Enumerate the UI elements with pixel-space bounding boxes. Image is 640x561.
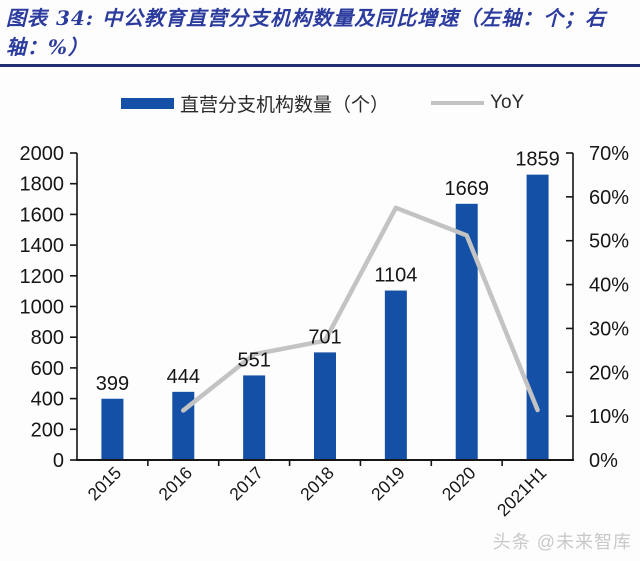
right-axis-label: 10% <box>589 406 629 428</box>
figure-title: 图表 34: 中公教育直营分支机构数量及同比增速（左轴：个；右 轴：%） <box>6 4 636 62</box>
left-axis-label: 600 <box>31 358 64 380</box>
bar-value-label: 1669 <box>444 178 489 200</box>
right-axis-label: 60% <box>589 187 629 209</box>
bar-value-label: 1859 <box>515 149 560 171</box>
left-axis-label: 0 <box>53 450 64 472</box>
left-axis-label: 400 <box>31 389 64 411</box>
bar-2019 <box>384 290 407 460</box>
yoy-line <box>181 205 540 413</box>
x-axis-label: 2016 <box>154 463 196 505</box>
bar-2018 <box>314 352 336 460</box>
bar-value-label: 399 <box>96 373 129 395</box>
line-series-label: YoY <box>490 92 525 113</box>
x-axis-label: 2021H1 <box>493 463 550 520</box>
line-series-swatch <box>431 101 485 105</box>
x-axis-label: 2018 <box>296 463 338 505</box>
bar-value-label: 444 <box>167 366 200 388</box>
bar-2021H1 <box>526 174 549 460</box>
bar-value-label: 551 <box>237 349 270 371</box>
right-axis-label: 40% <box>589 275 629 297</box>
left-axis-label: 1800 <box>20 174 65 196</box>
x-axis-label: 2015 <box>84 463 126 505</box>
bar-value-label: 1104 <box>374 265 417 287</box>
left-axis-label: 1200 <box>20 266 65 288</box>
left-axis-label: 2000 <box>20 143 65 165</box>
title-divider <box>0 64 640 67</box>
right-axis-label: 20% <box>589 362 629 384</box>
bar-2020 <box>455 203 478 460</box>
left-axis-label: 1000 <box>20 297 65 319</box>
figure-title-line2: 轴：%） <box>6 35 90 59</box>
bar-2015 <box>101 398 124 460</box>
right-axis-label: 0% <box>589 450 618 472</box>
x-axis-label: 2020 <box>438 463 480 505</box>
bar-series-swatch <box>121 97 174 109</box>
bar-2017 <box>243 375 266 460</box>
watermark: 头条 @未来智库 <box>492 532 632 552</box>
left-axis-label: 800 <box>31 327 64 349</box>
left-axis-label: 1400 <box>20 235 65 257</box>
x-axis-label: 2019 <box>367 463 409 505</box>
right-axis-label: 50% <box>589 231 629 253</box>
right-axis-label: 30% <box>589 318 629 340</box>
figure-title-line1: 图表 34: 中公教育直营分支机构数量及同比增速（左轴：个；右 <box>6 6 607 30</box>
left-axis-label: 200 <box>31 419 64 441</box>
x-axis-label: 2017 <box>225 463 267 505</box>
chart-legend: 直营分支机构数量（个） YoY <box>0 91 640 116</box>
bar-value-label: 701 <box>308 326 341 348</box>
right-axis-label: 70% <box>589 143 629 165</box>
left-axis-label: 1600 <box>20 204 65 226</box>
bar-series-label: 直营分支机构数量（个） <box>180 94 390 116</box>
